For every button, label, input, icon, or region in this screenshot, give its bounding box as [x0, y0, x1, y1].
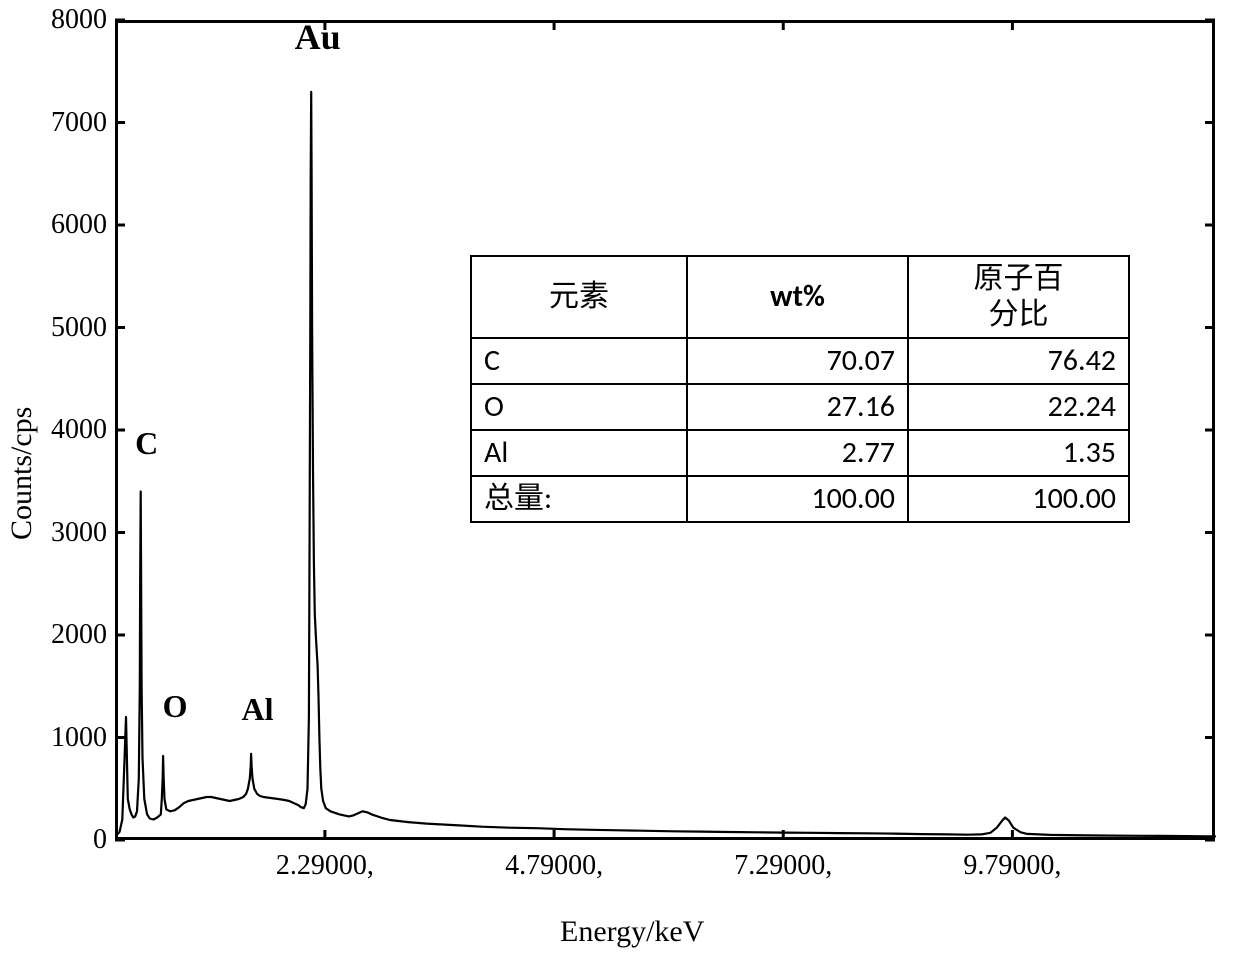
cell-element: Al: [471, 430, 687, 476]
peak-label-au: Au: [295, 16, 341, 58]
cell-element: 总量:: [471, 476, 687, 522]
cell-wt: 2.77: [687, 430, 908, 476]
x-tick-label: 7.29000,: [723, 850, 843, 882]
y-tick-label: 5000: [51, 312, 107, 344]
y-tick-label: 8000: [51, 4, 107, 36]
table-body: C70.0776.42O27.1622.24Al2.771.35总量:100.0…: [471, 338, 1129, 522]
x-tick-label: 4.79000,: [494, 850, 614, 882]
table-row: Al2.771.35: [471, 430, 1129, 476]
y-tick-label: 7000: [51, 107, 107, 139]
cell-at: 1.35: [908, 430, 1129, 476]
col-atpct: 原子百分比: [908, 256, 1129, 338]
y-tick-label: 2000: [51, 619, 107, 651]
table-header-row: 元素 wt% 原子百分比: [471, 256, 1129, 338]
y-tick-label: 0: [93, 824, 107, 856]
y-tick-label: 4000: [51, 414, 107, 446]
peak-label-al: Al: [242, 691, 274, 728]
cell-at: 22.24: [908, 384, 1129, 430]
x-tick-label: 9.79000,: [952, 850, 1072, 882]
cell-wt: 27.16: [687, 384, 908, 430]
cell-at: 100.00: [908, 476, 1129, 522]
cell-element: O: [471, 384, 687, 430]
y-tick-label: 1000: [51, 722, 107, 754]
x-tick-label: 2.29000,: [265, 850, 385, 882]
col-element: 元素: [471, 256, 687, 338]
cell-wt: 70.07: [687, 338, 908, 384]
composition-table: 元素 wt% 原子百分比 C70.0776.42O27.1622.24Al2.7…: [470, 255, 1130, 523]
y-tick-label: 6000: [51, 209, 107, 241]
eds-spectrum-chart: 0 1000 2000 3000 4000 5000 6000 7000 8000 2.2900…: [0, 0, 1239, 966]
x-axis-label: Energy/keV: [560, 915, 704, 949]
y-tick-label: 3000: [51, 517, 107, 549]
peak-label-o: O: [163, 688, 188, 725]
table-row: O27.1622.24: [471, 384, 1129, 430]
cell-at: 76.42: [908, 338, 1129, 384]
peak-label-c: C: [135, 425, 158, 462]
table-row: 总量:100.00100.00: [471, 476, 1129, 522]
table-row: C70.0776.42: [471, 338, 1129, 384]
y-axis-label: Counts/cps: [5, 407, 39, 540]
col-wtpct: wt%: [687, 256, 908, 338]
cell-wt: 100.00: [687, 476, 908, 522]
cell-element: C: [471, 338, 687, 384]
